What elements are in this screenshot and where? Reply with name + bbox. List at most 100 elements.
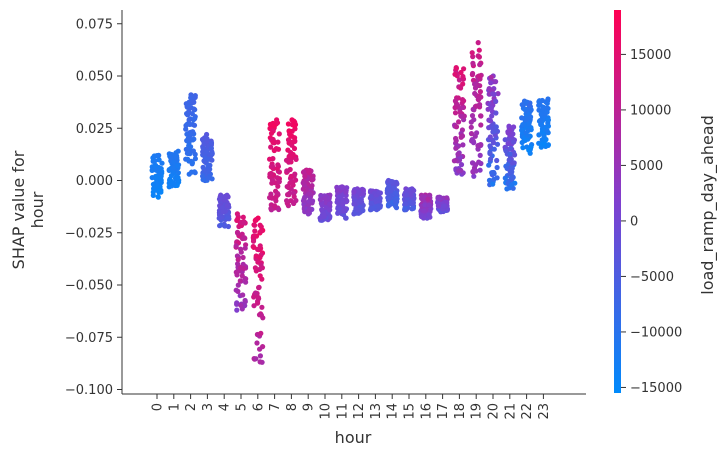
data-point-hour-14 [385, 190, 391, 196]
data-point-hour-7 [268, 130, 275, 136]
data-point-hour-9 [307, 191, 313, 197]
data-point-hour-18 [453, 145, 459, 151]
data-point-hour-5 [234, 269, 240, 275]
data-point-hour-8 [291, 194, 297, 200]
data-point-hour-7 [274, 175, 280, 181]
data-point-hour-18 [455, 151, 461, 157]
data-point-hour-5 [242, 245, 248, 251]
data-point-hour-5 [233, 287, 239, 293]
data-point-hour-19 [473, 168, 479, 174]
data-point-hour-19 [470, 106, 476, 112]
data-point-hour-2 [190, 99, 196, 105]
data-point-hour-22 [519, 102, 525, 108]
data-point-hour-5 [235, 257, 241, 263]
colorbar-tick-label: 0 [630, 214, 638, 229]
data-point-hour-22 [523, 117, 529, 123]
data-point-hour-7 [275, 139, 281, 145]
data-point-hour-15 [409, 206, 415, 212]
data-point-hour-23 [543, 99, 549, 105]
data-point-hour-7 [270, 139, 276, 145]
data-point-hour-6 [252, 265, 258, 271]
y-tick-label: −0.075 [65, 331, 113, 346]
data-point-hour-19 [472, 81, 478, 87]
data-point-hour-22 [519, 115, 525, 121]
data-point-hour-12 [356, 189, 362, 195]
data-point-hour-18 [452, 71, 458, 77]
data-point-hour-19 [470, 60, 476, 66]
data-point-hour-21 [505, 141, 511, 147]
data-point-hour-17 [444, 195, 450, 201]
data-point-hour-12 [352, 197, 358, 203]
data-point-hour-13 [369, 205, 376, 212]
data-point-hour-6 [257, 346, 263, 352]
x-tick-label: 19 [470, 403, 485, 420]
data-point-hour-19 [476, 47, 482, 53]
data-point-hour-6 [257, 353, 263, 359]
data-point-hour-6 [259, 304, 265, 310]
data-point-hour-5 [235, 282, 241, 288]
data-point-hour-6 [254, 340, 260, 346]
data-point-hour-8 [286, 128, 292, 134]
data-point-hour-3 [209, 176, 215, 182]
data-point-hour-13 [376, 190, 382, 196]
data-point-hour-22 [519, 127, 525, 133]
data-point-hour-19 [475, 97, 482, 103]
colorbar-label: load_ramp_day_ahead [698, 115, 718, 295]
data-point-hour-18 [452, 110, 459, 116]
data-point-hour-7 [268, 144, 274, 150]
data-point-hour-2 [187, 121, 193, 127]
data-point-hour-10 [322, 195, 328, 201]
data-point-hour-23 [536, 132, 542, 138]
data-point-hour-21 [506, 157, 512, 163]
data-point-hour-7 [269, 163, 275, 169]
data-point-hour-7 [268, 170, 274, 177]
colorbar-tick-label: 5000 [630, 159, 663, 174]
data-point-hour-23 [545, 142, 551, 148]
data-point-hour-17 [436, 196, 442, 202]
data-point-hour-20 [490, 181, 496, 187]
data-point-hour-9 [301, 198, 307, 204]
data-point-hour-9 [309, 177, 315, 183]
data-point-hour-8 [286, 185, 292, 191]
data-point-hour-18 [461, 66, 467, 72]
data-point-hour-6 [257, 243, 263, 249]
data-point-hour-2 [188, 144, 194, 150]
data-point-hour-1 [169, 180, 175, 186]
data-point-hour-8 [287, 154, 293, 160]
data-point-hour-15 [411, 188, 417, 194]
data-point-hour-0 [159, 160, 165, 166]
data-point-hour-18 [460, 104, 466, 110]
data-point-hour-3 [205, 175, 211, 181]
data-point-hour-6 [250, 238, 257, 244]
colorbar-tick-label: −10000 [630, 325, 682, 340]
data-point-hour-21 [509, 169, 515, 175]
y-axis-label-line-1: SHAP value for [9, 150, 28, 269]
data-point-hour-4 [222, 195, 228, 201]
data-point-hour-6 [250, 233, 257, 239]
data-point-hour-20 [487, 134, 493, 140]
data-point-hour-23 [537, 118, 543, 124]
data-point-hour-20 [491, 176, 497, 182]
data-point-hour-3 [203, 149, 209, 155]
data-point-hour-19 [472, 133, 478, 139]
data-point-hour-18 [458, 162, 465, 168]
data-point-hour-23 [538, 111, 544, 117]
data-point-hour-21 [509, 174, 516, 180]
data-point-hour-18 [459, 133, 466, 139]
data-point-hour-2 [192, 170, 198, 176]
data-point-hour-19 [473, 162, 479, 168]
data-point-hour-19 [472, 85, 479, 91]
data-point-hour-5 [239, 273, 245, 279]
data-point-hour-20 [488, 80, 494, 86]
data-point-hour-3 [208, 140, 215, 146]
data-point-hour-18 [461, 98, 467, 104]
data-point-hour-22 [520, 145, 526, 151]
data-point-hour-5 [234, 301, 240, 307]
data-point-hour-18 [453, 135, 459, 142]
data-point-hour-17 [441, 203, 447, 209]
data-point-hour-19 [477, 167, 483, 173]
data-point-hour-13 [368, 194, 374, 200]
data-point-hour-3 [208, 145, 214, 151]
x-tick-label: 17 [436, 403, 451, 420]
data-point-hour-18 [456, 168, 462, 174]
